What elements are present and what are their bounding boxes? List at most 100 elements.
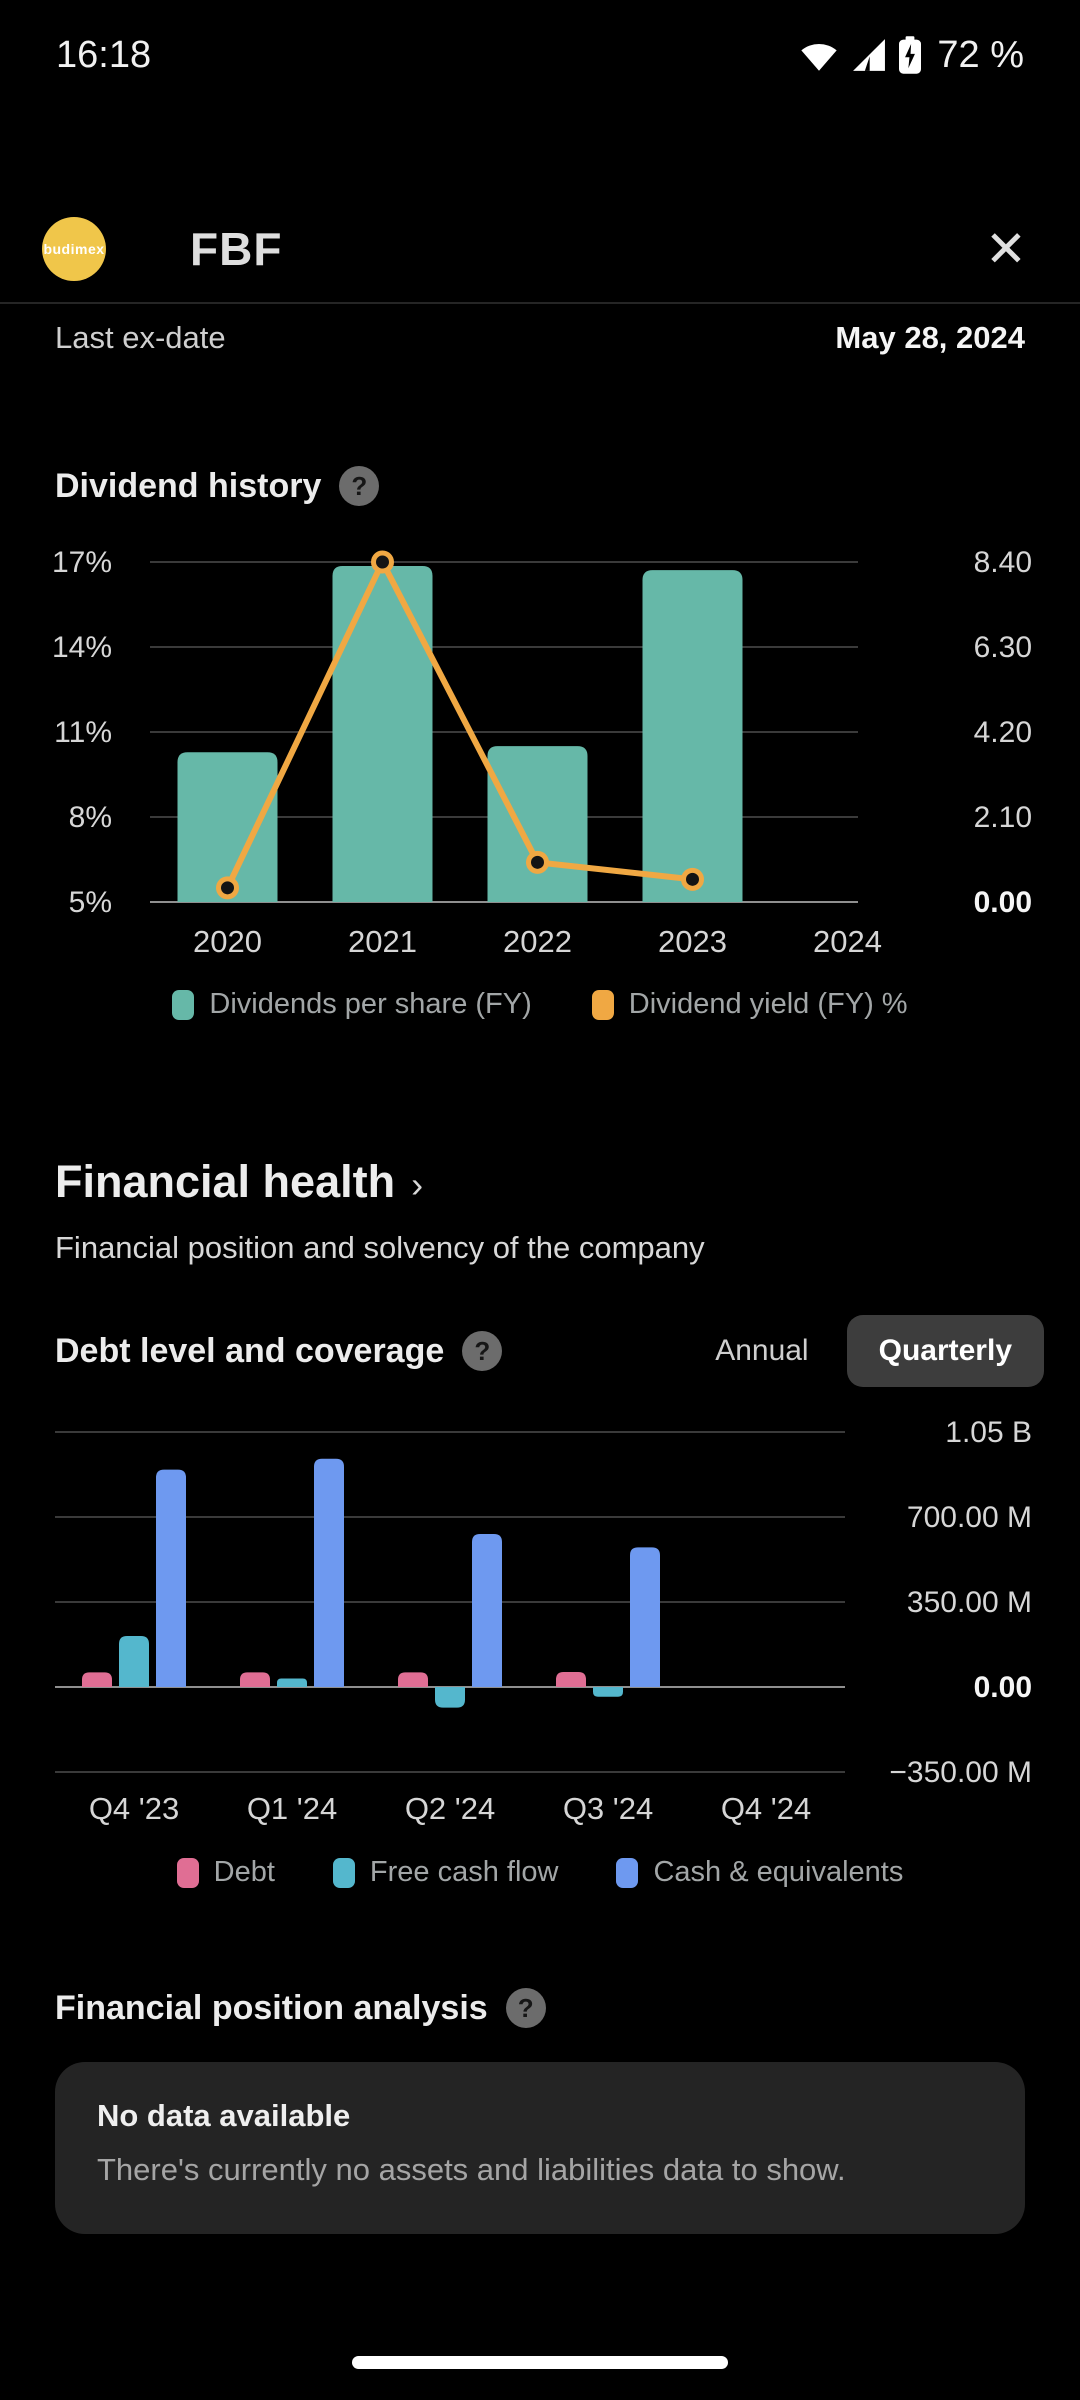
dividend-history-chart[interactable]: 17% 8.40 14% 6.30 11% 4.20 8% 2.10 5% 0.00 2020 202…: [0, 540, 1080, 960]
gesture-handle[interactable]: [352, 2356, 728, 2369]
x-axis-label: Q1 '24: [247, 1791, 337, 1826]
bar-2022: [487, 746, 588, 902]
bar-Q1 '24-Debt: [240, 1672, 270, 1687]
dividend-chart-legend: Dividends per share (FY) Dividend yield (…: [0, 988, 1080, 1021]
battery-percent: 72 %: [937, 33, 1024, 76]
x-axis-label: 2022: [503, 924, 572, 959]
bar-2023: [642, 570, 743, 902]
line-point: [681, 867, 704, 891]
right-axis-label: 6.30: [974, 631, 1032, 664]
right-axis-label: 1.05 B: [945, 1416, 1032, 1449]
bar-Q1 '24-Free cash flow: [277, 1678, 307, 1687]
x-axis-label: 2021: [348, 924, 417, 959]
left-axis-label: 14%: [52, 631, 112, 664]
position-analysis-header: Financial position analysis ?: [55, 1988, 546, 2028]
financial-health-title: Financial health: [55, 1156, 396, 1207]
right-axis-label: 2.10: [974, 801, 1032, 834]
close-icon[interactable]: ✕: [985, 221, 1027, 277]
left-axis-label: 11%: [54, 716, 112, 749]
yield-line: [224, 559, 696, 891]
company-logo: budimex: [42, 217, 106, 281]
x-axis-label: 2023: [658, 924, 727, 959]
bar-Q3 '24-Debt: [556, 1671, 586, 1687]
legend-swatch-icon: [616, 1857, 639, 1888]
company-logo-text: budimex: [43, 241, 105, 257]
right-axis-label: 350.00 M: [907, 1586, 1032, 1619]
debt-level-chart[interactable]: 1.05 B 700.00 M 350.00 M 0.00 −350.00 M Q4 '2…: [0, 1400, 1080, 1840]
help-icon[interactable]: ?: [505, 1988, 546, 2028]
dividend-history-header: Dividend history ?: [55, 466, 380, 506]
line-point: [216, 876, 239, 900]
x-axis-label: Q2 '24: [405, 1791, 495, 1826]
legend-item: Dividends per share (FY): [172, 988, 532, 1021]
help-icon[interactable]: ?: [339, 466, 380, 506]
x-axis-label: Q3 '24: [563, 1791, 653, 1826]
legend-label: Cash & equivalents: [653, 1856, 904, 1888]
signal-icon: [851, 37, 887, 73]
bar-Q2 '24-Free cash flow: [435, 1687, 465, 1708]
bar-Q3 '24-Free cash flow: [593, 1687, 623, 1697]
last-ex-date-row: Last ex-date May 28, 2024: [55, 320, 1025, 356]
right-axis-label: −350.00 M: [889, 1756, 1032, 1789]
status-time: 16:18: [56, 33, 152, 76]
chevron-right-icon: ›: [411, 1164, 424, 1205]
no-data-message: There's currently no assets and liabilit…: [97, 2152, 846, 2187]
legend-item: Free cash flow: [332, 1856, 559, 1889]
financial-health-subtitle: Financial position and solvency of the c…: [55, 1230, 705, 1265]
debt-section-title: Debt level and coverage: [55, 1331, 445, 1370]
legend-swatch-icon: [172, 989, 195, 1020]
bar-Q2 '24-Cash & equivalents: [472, 1534, 502, 1687]
bar-Q2 '24-Debt: [398, 1672, 428, 1687]
battery-charging-icon: [899, 36, 922, 74]
x-axis-label: Q4 '24: [721, 1791, 811, 1826]
toggle-annual[interactable]: Annual: [715, 1334, 809, 1367]
x-axis-label: 2024: [813, 924, 882, 959]
x-axis-label: 2020: [193, 924, 262, 959]
left-axis-label: 8%: [69, 801, 112, 834]
bar-Q4 '23-Debt: [82, 1672, 112, 1687]
status-bar: 16:18 72 %: [0, 24, 1080, 86]
help-icon[interactable]: ?: [462, 1331, 503, 1371]
legend-label: Debt: [213, 1856, 275, 1888]
last-ex-date-label: Last ex-date: [55, 320, 226, 355]
position-analysis-title: Financial position analysis: [55, 1988, 488, 2027]
left-axis-label: 17%: [52, 546, 112, 579]
bar-Q4 '23-Free cash flow: [119, 1636, 149, 1687]
right-axis-label: 0.00: [974, 1671, 1032, 1704]
right-axis-label: 8.40: [974, 546, 1032, 579]
period-toggle: Annual Quarterly: [715, 1315, 1044, 1387]
no-data-card: No data available There's currently no a…: [55, 2062, 1025, 2234]
legend-label: Dividends per share (FY): [209, 988, 532, 1020]
legend-label: Dividend yield (FY) %: [628, 988, 908, 1020]
page-title: FBF: [190, 223, 283, 275]
right-axis-label: 700.00 M: [907, 1501, 1032, 1534]
last-ex-date-value: May 28, 2024: [835, 320, 1025, 355]
legend-swatch-icon: [176, 1857, 199, 1888]
legend-swatch-icon: [332, 1857, 355, 1888]
legend-swatch-icon: [591, 989, 614, 1020]
toggle-quarterly[interactable]: Quarterly: [846, 1315, 1044, 1387]
bar-2021: [332, 566, 433, 902]
legend-item: Dividend yield (FY) %: [591, 988, 908, 1021]
bar-2020: [177, 752, 278, 902]
line-point: [526, 850, 549, 874]
app-header: budimex FBF ✕: [0, 196, 1080, 304]
x-axis-label: Q4 '23: [89, 1791, 179, 1826]
legend-item: Cash & equivalents: [616, 1856, 903, 1889]
status-icons: 72 %: [799, 34, 1024, 77]
bar-Q3 '24-Cash & equivalents: [630, 1547, 660, 1687]
financial-health-link[interactable]: Financial health ›: [55, 1156, 423, 1208]
dividend-history-title: Dividend history: [55, 466, 322, 505]
debt-section-header: Debt level and coverage ? Annual Quarter…: [55, 1314, 1044, 1388]
bar-Q1 '24-Cash & equivalents: [314, 1458, 344, 1687]
right-axis-label: 4.20: [974, 716, 1032, 749]
no-data-title: No data available: [97, 2098, 351, 2133]
wifi-icon: [799, 38, 839, 72]
left-axis-label: 5%: [69, 886, 112, 919]
line-point: [371, 550, 394, 574]
legend-item: Debt: [176, 1856, 275, 1889]
bar-Q4 '23-Cash & equivalents: [156, 1469, 186, 1687]
legend-label: Free cash flow: [369, 1856, 559, 1888]
debt-chart-legend: Debt Free cash flow Cash & equivalents: [0, 1856, 1080, 1889]
